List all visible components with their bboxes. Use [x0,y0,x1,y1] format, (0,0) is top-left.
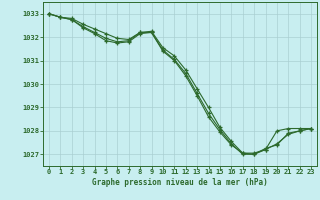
X-axis label: Graphe pression niveau de la mer (hPa): Graphe pression niveau de la mer (hPa) [92,178,268,187]
